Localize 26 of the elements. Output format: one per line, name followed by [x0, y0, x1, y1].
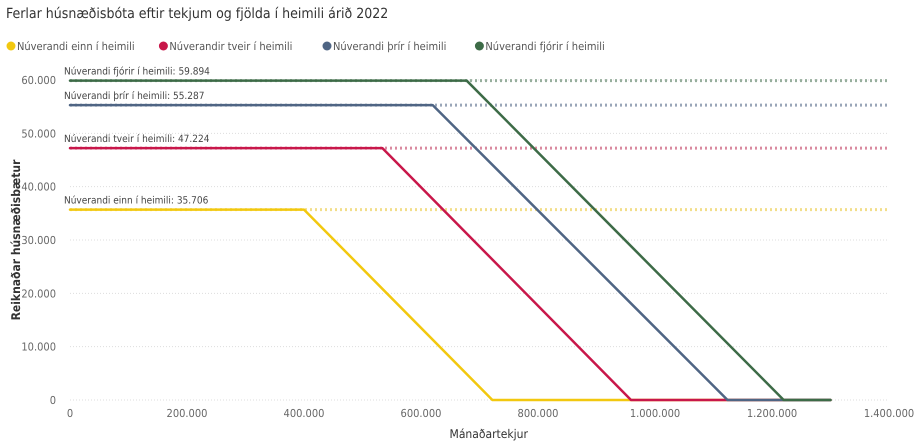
x-tick-label: 1.400.000: [864, 407, 914, 420]
ref-line-label: Núverandi þrír í heimili: 55.287: [64, 91, 204, 102]
y-tick-label: 20.000: [21, 287, 56, 300]
legend-label: Núverandi þrír í heimili: [333, 40, 446, 53]
x-axis-title: Mánaðartekjur: [450, 427, 529, 441]
x-tick-label: 1.000.000: [630, 407, 680, 420]
y-tick-label: 40.000: [21, 180, 56, 194]
x-tick-label: 1.200.000: [746, 407, 798, 420]
x-tick-label: 200.000: [166, 407, 208, 420]
legend-label: Núverandi einn í heimili: [17, 40, 135, 53]
x-tick-label: 0: [66, 407, 74, 420]
chart-title: Ferlar húsnæðisbóta eftir tekjum og fjölda í heimili árið 2022: [6, 6, 388, 22]
y-tick-label: 60.000: [21, 74, 56, 87]
ref-line-label: Núverandi einn í heimili: 35.706: [64, 196, 209, 207]
legend-label: Núverandi fjórir í heimili: [485, 40, 605, 53]
ref-line-label: Núverandi fjórir í heimili: 59.894: [64, 66, 210, 78]
ref-line-label: Núverandi tveir í heimili: 47.224: [64, 134, 210, 146]
x-tick-label: 800.000: [518, 407, 558, 420]
y-tick-label: 30.000: [21, 234, 56, 247]
y-axis-title: Reiknaðar húsnæðisbætur: [9, 158, 23, 320]
legend-label: Núverandir tveir í heimili: [169, 40, 292, 53]
y-tick-label: 0: [50, 394, 56, 407]
x-tick-label: 400.000: [284, 407, 324, 420]
y-tick-label: 10.000: [21, 340, 56, 354]
y-tick-label: 50.000: [21, 127, 56, 140]
x-tick-label: 600.000: [400, 407, 442, 420]
